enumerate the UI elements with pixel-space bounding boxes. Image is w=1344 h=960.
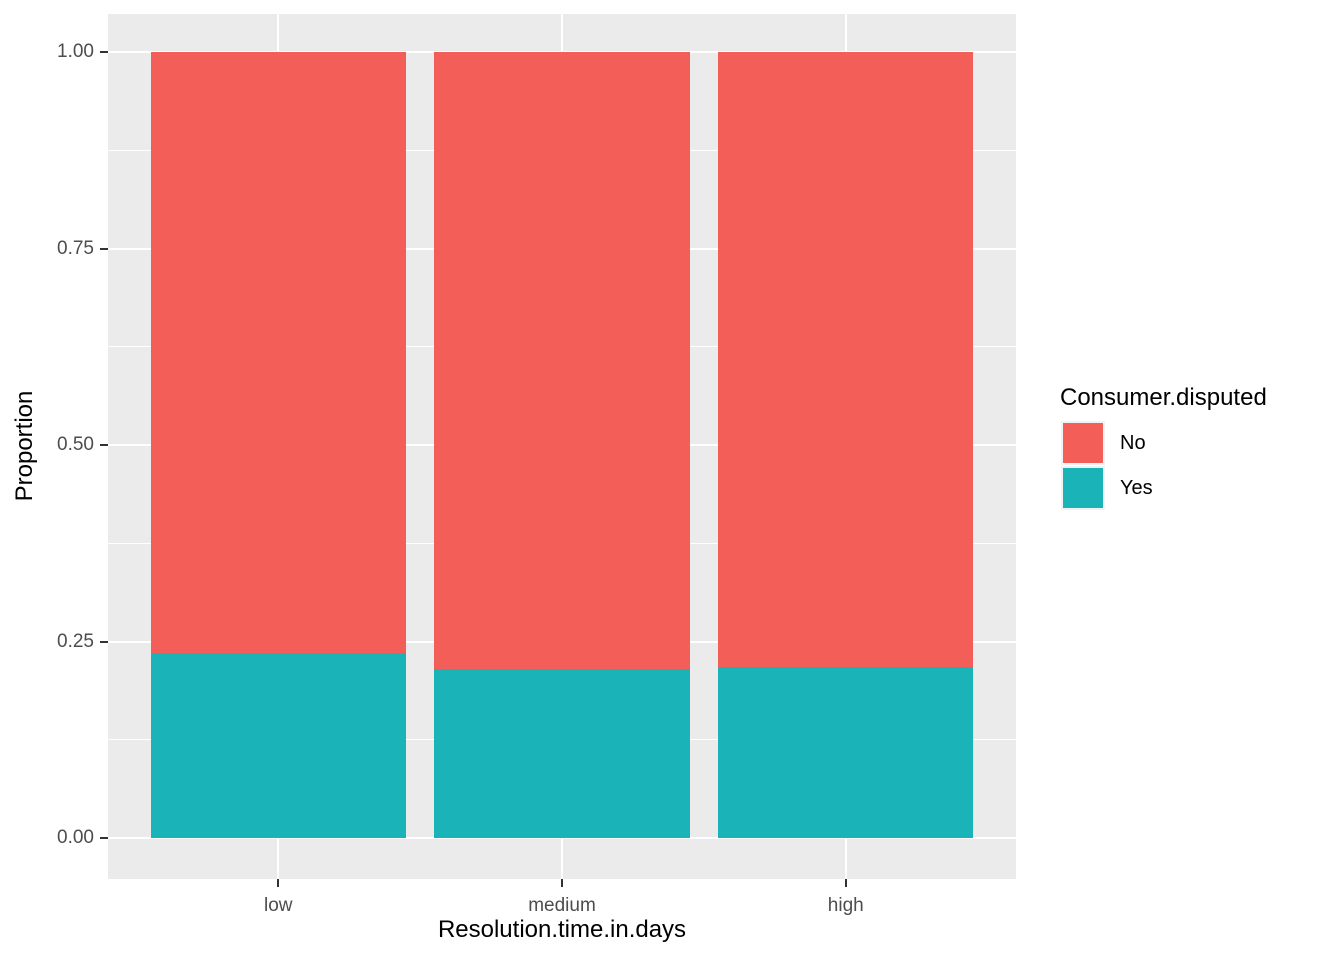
y-axis-tick [100, 247, 108, 250]
x-tick-label: medium [528, 895, 596, 916]
bar-segment-high-no [718, 52, 974, 668]
plot-panel [108, 14, 1016, 879]
bar-segment-low-yes [150, 653, 406, 838]
bar-segment-medium-no [434, 52, 690, 669]
bar-segment-high-yes [718, 667, 974, 838]
x-axis-tick [844, 879, 847, 887]
x-axis-tick [277, 879, 280, 887]
x-tick-label: low [263, 895, 293, 916]
legend-label-no: No [1120, 432, 1146, 454]
x-tick-label: high [827, 895, 864, 916]
legend-label-yes: Yes [1120, 477, 1153, 499]
y-axis-tick [100, 51, 108, 53]
legend-key-yes [1061, 466, 1105, 510]
y-axis-tick [100, 837, 108, 839]
bar-segment-medium-yes [434, 669, 690, 838]
y-tick-label: 1.00 [57, 41, 94, 62]
x-axis-title: Resolution.time.in.days [437, 916, 687, 943]
legend-title: Consumer.disputed [1060, 384, 1267, 411]
y-axis-tick [100, 640, 108, 643]
legend-key-no [1061, 421, 1105, 465]
y-axis-tick [100, 444, 108, 446]
y-tick-label: 0.50 [57, 434, 94, 455]
legend: Consumer.disputed No Yes [1060, 384, 1267, 510]
y-tick-label: 0.75 [57, 237, 94, 259]
y-tick-label: 0.25 [57, 630, 94, 652]
y-tick-label: 0.00 [57, 827, 94, 848]
x-axis-tick [561, 879, 563, 887]
bar-segment-low-no [150, 52, 406, 654]
